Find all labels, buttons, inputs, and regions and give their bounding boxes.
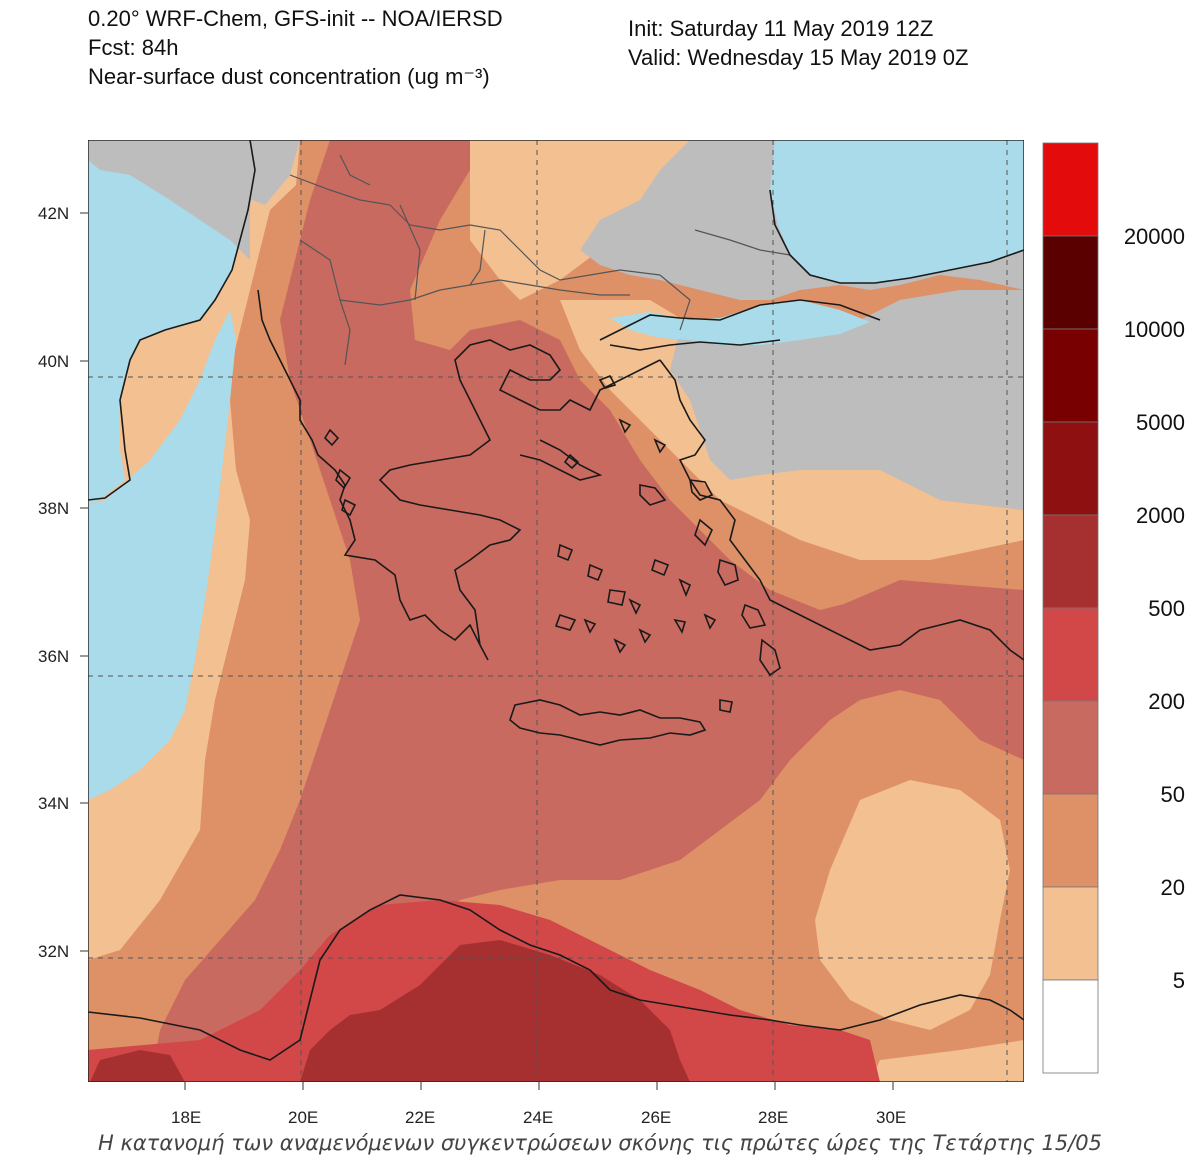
legend-label: 50 [1161,782,1185,807]
legend-swatch [1042,793,1099,888]
variable-title: Near-surface dust concentration (ug m⁻³) [88,64,490,89]
map-plot [88,140,1024,1082]
legend-label: 10000 [1124,317,1185,342]
legend-swatch [1042,700,1099,795]
map-grid [88,140,1024,1082]
legend-swatch [1042,886,1099,981]
lat-label: 42N [38,204,69,223]
color-legend: 20000 10000 5000 2000 500 200 50 20 5 [1042,142,1185,1074]
legend-swatch [1042,328,1099,423]
dust-field-500-2000-west [90,1050,185,1082]
lat-label: 40N [38,352,69,371]
valid-time: Valid: Wednesday 15 May 2019 0Z [628,45,969,70]
map-header-right: Init: Saturday 11 May 2019 12Z Valid: We… [628,14,968,72]
dust-field-5-20-north [470,140,700,300]
lat-label: 36N [38,647,69,666]
lon-label: 20E [288,1108,318,1127]
longitude-labels: 18E 20E 22E 24E 26E 28E 30E [171,1108,906,1127]
legend-label: 500 [1148,596,1185,621]
dust-field-50-200 [150,140,1024,1082]
dust-field-5-20-southeast [815,780,1010,1030]
dust-field-500-2000 [300,940,690,1082]
sea-west [88,140,255,505]
forecast-hour: Fcst: 84h [88,35,179,60]
legend-label: 5 [1173,968,1185,993]
model-title: 0.20° WRF-Chem, GFS-init -- NOA/IERSD [88,6,503,31]
legend-swatch [1042,607,1099,702]
legend-swatch [1042,979,1099,1074]
legend-swatch [1042,514,1099,609]
legend-swatch [1042,235,1099,330]
map-header-left: 0.20° WRF-Chem, GFS-init -- NOA/IERSD Fc… [88,4,503,91]
dust-field-5-20-southeast-edge [870,1040,1024,1082]
lat-label: 32N [38,942,69,961]
sea-ionian-west [88,310,236,800]
lat-label: 34N [38,794,69,813]
legend-swatch [1042,421,1099,516]
legend-swatch [1042,142,1099,237]
lon-label: 18E [171,1108,201,1127]
latitude-labels: 42N 40N 38N 36N 34N 32N [38,204,69,961]
lon-label: 28E [758,1108,788,1127]
legend-label: 2000 [1136,503,1185,528]
coastlines [88,140,1024,1061]
lon-label: 24E [523,1108,553,1127]
figure-caption: Η κατανομή των αναμενόμενων συγκεντρώσεω… [98,1131,1102,1155]
lon-label: 30E [876,1108,906,1127]
axis-ticks [80,212,894,1090]
sea-marmara [610,300,870,345]
lon-label: 26E [641,1108,671,1127]
legend-label: 5000 [1136,410,1185,435]
country-borders [289,154,791,366]
legend-label: 20000 [1124,224,1185,249]
black-sea [770,140,1024,283]
init-time: Init: Saturday 11 May 2019 12Z [628,16,934,41]
lat-label: 38N [38,499,69,518]
lon-label: 22E [405,1108,435,1127]
legend-label: 200 [1148,689,1185,714]
legend-label: 20 [1161,875,1185,900]
